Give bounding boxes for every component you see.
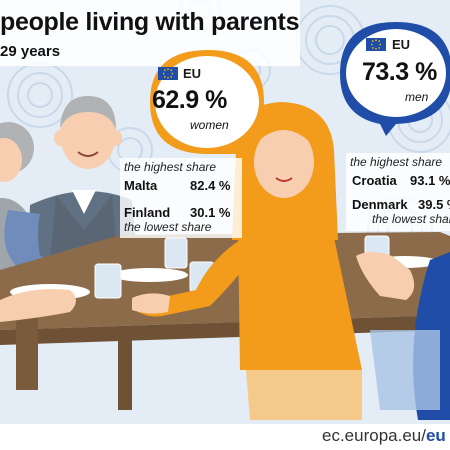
eu-flag-icon: [366, 38, 386, 51]
women-stats-panel: [120, 158, 242, 238]
men-lowest-country: Denmark: [352, 197, 408, 212]
footer-bar: [0, 424, 450, 450]
women-bubble: [150, 50, 264, 168]
footer-brand: eu: [425, 426, 446, 445]
page-subtitle: 29 years: [0, 43, 61, 60]
footer-link[interactable]: ec.europa.eu/eu: [322, 426, 446, 446]
eu-flag-icon: [158, 67, 178, 80]
men-stats-panel: [346, 153, 450, 231]
men-highest-note: the highest share: [350, 155, 443, 169]
women-highest-note: the highest share: [124, 160, 217, 174]
men-lowest-note: the lowest share: [372, 212, 450, 226]
men-region-label: EU: [392, 37, 411, 52]
women-lowest-country: Finland: [124, 205, 171, 220]
women-region-label: EU: [183, 66, 202, 81]
footer-site: ec.europa.eu/: [322, 426, 426, 445]
women-highest-value: 82.4 %: [190, 178, 231, 193]
page-title: people living with parents: [0, 8, 300, 36]
women-percent: 62.9 %: [152, 86, 227, 114]
women-lowest-note: the lowest share: [124, 220, 212, 234]
men-highest-value: 93.1 %: [410, 173, 450, 188]
men-label: men: [405, 90, 429, 104]
men-percent: 73.3 %: [362, 58, 437, 86]
women-label: women: [190, 118, 229, 132]
young-woman-figure: [132, 102, 362, 420]
women-highest-country: Malta: [124, 178, 158, 193]
women-lowest-value: 30.1 %: [190, 205, 231, 220]
men-lowest-value: 39.5 %: [418, 197, 450, 212]
men-highest-country: Croatia: [352, 173, 397, 188]
